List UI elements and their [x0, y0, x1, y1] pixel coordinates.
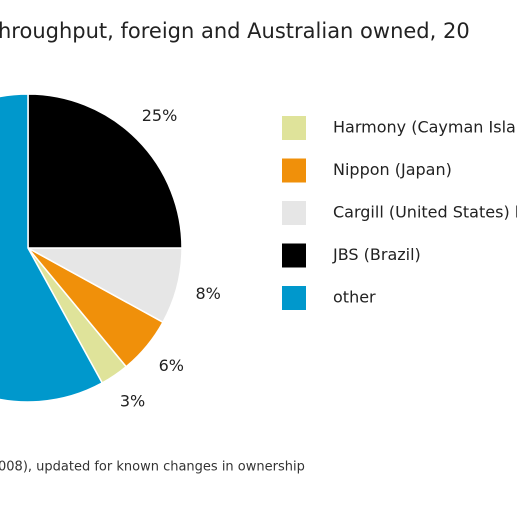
legend-label: Harmony (Cayman Isla	[333, 118, 516, 137]
legend-label: other	[333, 288, 376, 307]
data-label: 25%	[142, 106, 178, 125]
pie-slice	[0, 93, 104, 403]
data-label: 3%	[120, 391, 145, 410]
legend-label: Cargill (United States) l	[333, 203, 517, 222]
legend-label: JBS (Brazil)	[332, 245, 421, 264]
legend-swatch	[282, 158, 306, 183]
legend-swatch	[282, 243, 306, 268]
pie-slice	[27, 93, 183, 249]
chart-title: hroughput, foreign and Australian owned,…	[0, 19, 470, 43]
note: 008), updated for known changes in owner…	[0, 460, 305, 475]
legend-swatch	[282, 116, 306, 140]
data-label: 8%	[195, 284, 220, 303]
legend-label: Nippon (Japan)	[333, 160, 452, 179]
legend-swatch	[282, 286, 306, 310]
data-label: 6%	[159, 356, 184, 375]
legend-swatch	[282, 201, 306, 225]
